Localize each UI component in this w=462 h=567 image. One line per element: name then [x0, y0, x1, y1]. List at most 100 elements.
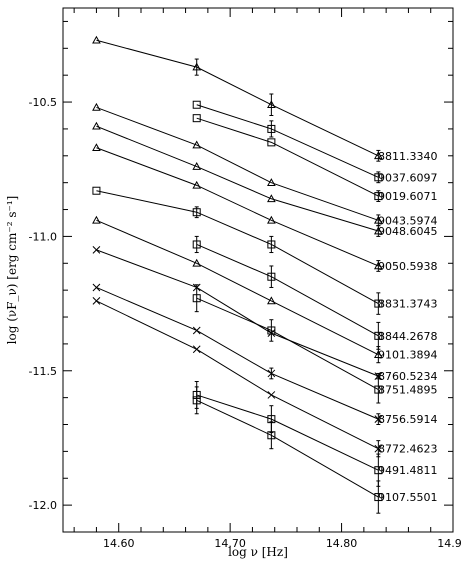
axis-ticks: 14.60 14.70 14.80 14.90 -10.5 -11.0 -11.5 -12.0 — [29, 8, 462, 550]
square-marker — [267, 124, 276, 133]
cross-marker — [267, 369, 276, 378]
series-line — [196, 104, 379, 178]
series-line — [196, 399, 379, 498]
series-line — [96, 219, 379, 356]
cross-marker — [92, 245, 101, 254]
series-label: 9019.6071 — [378, 190, 438, 203]
series-line — [96, 39, 379, 157]
triangle-marker — [92, 143, 101, 152]
series-9491.4811 — [192, 381, 383, 487]
x-tick-label: 14.90 — [437, 537, 462, 550]
y-tick-label: -11.5 — [29, 365, 57, 378]
series-8844.2678 — [192, 235, 383, 350]
series-9037.6097 — [192, 100, 383, 184]
series-layer — [92, 35, 383, 514]
series-label: 8756.5914 — [378, 413, 438, 426]
series-label: 9107.5501 — [378, 491, 438, 504]
series-line — [96, 147, 379, 267]
series-label: 8760.5234 — [378, 370, 438, 383]
square-marker — [267, 272, 276, 281]
cross-marker — [374, 415, 383, 423]
triangle-marker — [192, 140, 202, 149]
triangle-marker — [92, 121, 101, 130]
cross-marker — [92, 297, 101, 305]
series-9107.5501 — [192, 386, 383, 514]
triangle-marker — [267, 194, 276, 203]
square-marker — [374, 385, 383, 394]
triangle-marker — [267, 215, 276, 224]
series-9048.6045 — [92, 121, 383, 237]
cross-marker — [267, 391, 276, 399]
series-8811.3340 — [92, 35, 383, 162]
series-label: 8751.4895 — [378, 384, 438, 397]
series-label: 8811.3340 — [378, 150, 438, 163]
series-labels: 8811.3340 9037.6097 9019.6071 9043.59749048… — [378, 150, 438, 504]
series-label: 8831.3743 — [378, 298, 438, 311]
triangle-marker — [373, 350, 383, 358]
x-axis-label: log ν [Hz] — [228, 545, 288, 559]
series-8756.5914 — [92, 283, 383, 426]
triangle-marker — [267, 296, 276, 305]
square-marker — [192, 396, 201, 405]
square-marker — [192, 208, 201, 217]
series-9050.5938 — [92, 143, 383, 272]
series-label: 8772.4623 — [378, 443, 438, 456]
cross-marker — [192, 345, 201, 354]
x-tick-label: 14.60 — [103, 537, 135, 550]
cross-marker — [374, 444, 383, 453]
triangle-marker — [192, 62, 202, 71]
series-9043.5974 — [92, 102, 383, 227]
series-8751.4895 — [192, 284, 383, 404]
series-line — [96, 287, 379, 420]
series-line — [196, 117, 379, 197]
series-line — [96, 300, 379, 450]
series-9019.6071 — [192, 114, 383, 202]
series-label: 8844.2678 — [378, 330, 438, 343]
series-label: 9491.4811 — [378, 464, 438, 477]
triangle-marker — [373, 151, 383, 160]
y-tick-label: -10.5 — [29, 96, 57, 109]
square-marker — [192, 294, 201, 303]
square-marker — [92, 186, 101, 195]
triangle-marker — [92, 215, 101, 224]
square-marker — [192, 240, 201, 249]
series-8760.5234 — [92, 245, 383, 380]
triangle-marker — [267, 178, 276, 186]
square-marker — [192, 114, 201, 123]
square-marker — [374, 493, 383, 502]
triangle-marker — [192, 180, 202, 189]
cross-marker — [192, 326, 201, 335]
series-label: 9050.5938 — [378, 260, 438, 273]
triangle-marker — [92, 35, 101, 44]
triangle-marker — [192, 162, 202, 170]
series-label: 9037.6097 — [378, 171, 438, 184]
series-line — [96, 249, 379, 377]
cross-marker — [92, 283, 101, 292]
x-tick-label: 14.70 — [214, 537, 246, 550]
square-marker — [267, 240, 276, 249]
square-marker — [267, 326, 276, 335]
square-marker — [374, 173, 383, 182]
series-line — [96, 106, 379, 221]
series-label: 9101.3894 — [378, 349, 438, 362]
triangle-marker — [373, 215, 383, 224]
square-marker — [374, 331, 383, 340]
series-line — [96, 190, 379, 305]
y-tick-label: -12.0 — [29, 499, 57, 512]
square-marker — [192, 100, 201, 109]
series-8831.3743 — [92, 186, 383, 315]
square-marker — [374, 299, 383, 308]
square-marker — [267, 138, 276, 147]
series-line — [196, 297, 379, 391]
triangle-marker — [92, 102, 101, 111]
series-line — [96, 125, 379, 232]
triangle-marker — [373, 226, 383, 235]
series-8772.4623 — [92, 297, 383, 458]
series-line — [196, 244, 379, 337]
square-marker — [267, 431, 276, 440]
series-line — [196, 394, 379, 471]
triangle-marker — [267, 100, 276, 109]
series-label: 9048.6045 — [378, 225, 438, 238]
plot-frame — [62, 7, 454, 533]
